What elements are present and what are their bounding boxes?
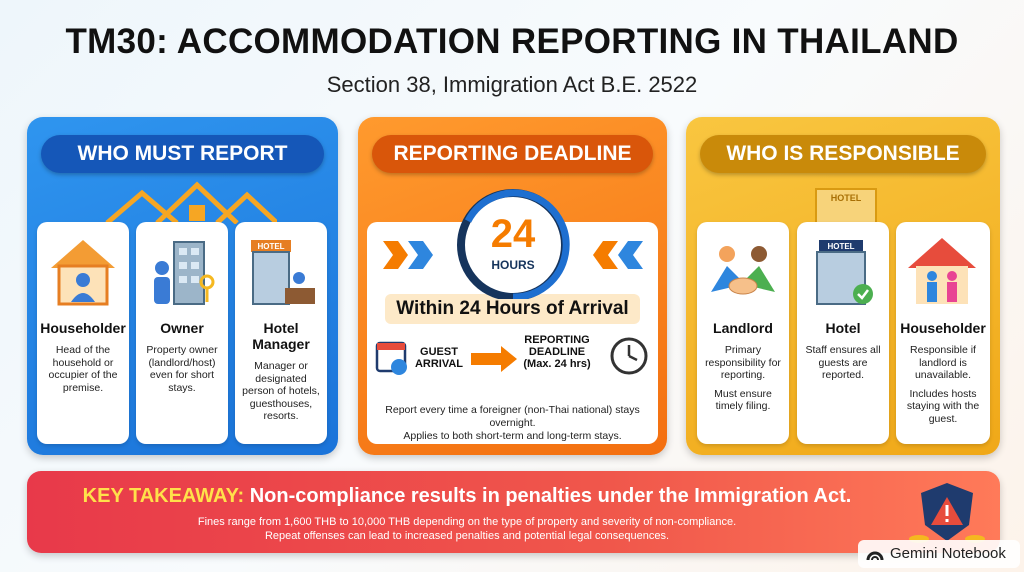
card-title: Hotel (825, 320, 861, 336)
title: TM30: ACCOMMODATION REPORTING IN THAILAN… (65, 22, 959, 61)
brand-logo (866, 551, 884, 561)
owner-icon (154, 241, 215, 305)
card: Landlord Primary responsibility for repo… (697, 222, 789, 444)
skyline-sign: HOTEL (831, 193, 862, 203)
card-line: Property owner (landlord/host) even for … (146, 344, 218, 394)
warning-shield (909, 483, 985, 543)
deadline-banner: Within 24 Hours of Arrival (385, 294, 640, 324)
flow-end-label: REPORTING DEADLINE (524, 334, 590, 358)
card-text: Staff ensures all guests are reported. (801, 344, 885, 388)
note-line: Report every time a foreigner (non-Thai … (385, 404, 640, 429)
card-text: Responsible if landlord is unavailable. … (900, 344, 986, 431)
card-text: Head of the household or occupier of the… (41, 344, 125, 400)
card-line: Manager or designated person of hotels, … (242, 360, 320, 422)
brand-text: Gemini Notebook (890, 545, 1006, 562)
card-title: Owner (160, 320, 204, 336)
detail-line: Repeat offenses can lead to increased pe… (264, 530, 670, 542)
takeaway-heading: KEY TAKEAWAY: Non-compliance results in … (27, 485, 907, 508)
card-line: Responsible if landlord is unavailable. (910, 344, 976, 381)
card-line: Head of the household or occupier of the… (48, 344, 118, 394)
card: Householder Head of the household or occ… (37, 222, 129, 444)
clock-icon (610, 337, 648, 375)
takeaway-details: Fines range from 1,600 THB to 10,000 THB… (27, 515, 907, 543)
takeaway-bar: KEY TAKEAWAY: Non-compliance results in … (27, 471, 1000, 553)
card-title: Landlord (713, 320, 773, 336)
card-title: Householder (900, 320, 986, 336)
flow-end: REPORTING DEADLINE (Max. 24 hrs) (515, 334, 599, 370)
clock-number: 24 (491, 212, 536, 256)
skyline: HOTEL (815, 188, 877, 224)
card-text: Manager or designated person of hotels, … (239, 360, 323, 429)
card: Householder Responsible if landlord is u… (896, 222, 990, 444)
brand-badge: Gemini Notebook (858, 540, 1020, 568)
roofs (105, 181, 277, 224)
hotel-sign: HOTEL (257, 242, 284, 251)
panel-heading: REPORTING DEADLINE (372, 135, 653, 173)
panel-heading: WHO MUST REPORT (41, 135, 324, 173)
flow-start: GUEST ARRIVAL (414, 346, 464, 370)
card-line: Staff ensures all guests are reported. (805, 344, 881, 381)
reporting-deadline-panel: REPORTING DEADLINE Within 24 Hours of Ar… (358, 117, 667, 455)
handshake-icon (711, 246, 775, 295)
card-text: Property owner (landlord/host) even for … (140, 344, 224, 400)
card: HOTEL Hotel Manager Manager or designate… (235, 222, 327, 444)
card: Owner Property owner (landlord/host) eve… (136, 222, 228, 444)
card-title: Householder (40, 320, 126, 336)
card: HOTEL Hotel Staff ensures all guests are… (797, 222, 889, 444)
hotel-sign: HOTEL (827, 242, 854, 251)
card-line: Primary responsibility for reporting. (705, 344, 781, 381)
who-must-report-panel: WHO MUST REPORT Householder Head of the … (27, 117, 338, 455)
deadline-notes: Report every time a foreigner (non-Thai … (373, 404, 652, 443)
house-icon (51, 240, 115, 306)
takeaway-text: Non-compliance results in penalties unde… (249, 485, 852, 507)
detail-line: Fines range from 1,600 THB to 10,000 THB… (197, 516, 737, 528)
calendar-icon (375, 341, 407, 375)
note-line: Applies to both short-term and long-term… (403, 430, 622, 442)
subtitle: Section 38, Immigration Act B.E. 2522 (326, 72, 698, 97)
big-clock: 24 HOURS (383, 189, 643, 299)
hotel-manager-icon: HOTEL (251, 240, 315, 305)
flow-arrow (471, 346, 517, 372)
family-icon (908, 238, 976, 304)
flow-end-note: (Max. 24 hrs) (523, 358, 591, 370)
card-text: Primary responsibility for reporting. Mu… (701, 344, 785, 419)
takeaway-label: KEY TAKEAWAY: (82, 485, 245, 507)
card-title: Hotel Manager (252, 320, 310, 352)
clock-unit: HOURS (491, 258, 534, 272)
who-is-responsible-panel: WHO IS RESPONSIBLE HOTEL Landlord Primar… (686, 117, 1000, 455)
panel-heading: WHO IS RESPONSIBLE (700, 135, 986, 173)
card-line: Must ensure timely filing. (714, 387, 772, 413)
card-line: Includes hosts staying with the guest. (906, 387, 980, 425)
hotel-icon: HOTEL (816, 240, 873, 305)
